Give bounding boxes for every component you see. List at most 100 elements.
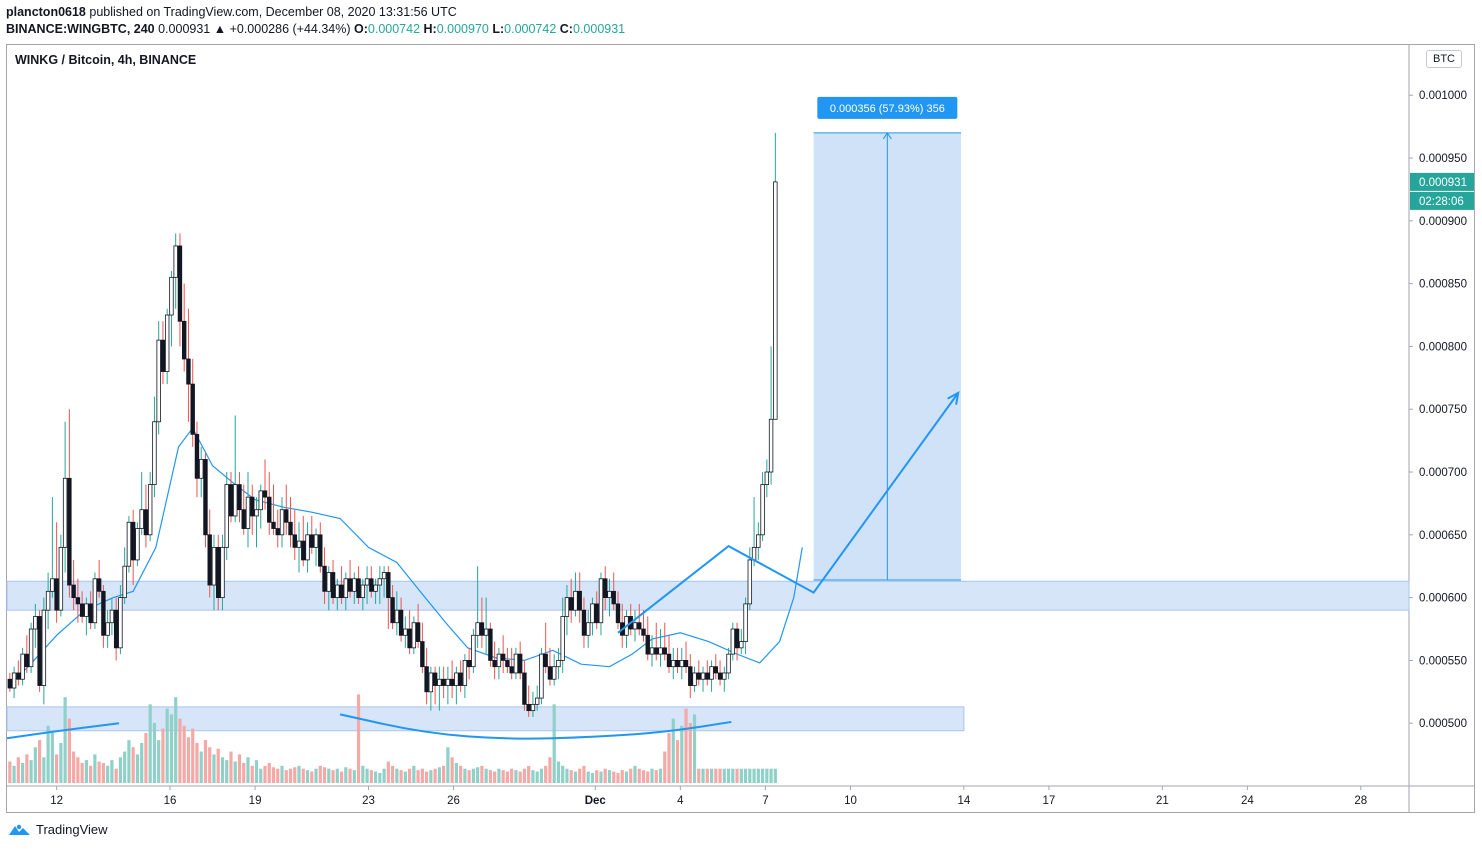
candle-body xyxy=(449,678,455,686)
candle-body xyxy=(186,358,191,385)
candle-body xyxy=(126,521,132,567)
volume-bar xyxy=(446,747,450,783)
candle-body xyxy=(207,534,212,586)
volume-bar xyxy=(301,768,305,783)
candle-body xyxy=(437,678,442,686)
candle-body xyxy=(233,484,238,517)
volume-bar xyxy=(169,714,174,783)
support-zone xyxy=(6,580,1410,611)
volume-bar xyxy=(578,768,582,783)
time-tick-label: 7 xyxy=(762,795,768,807)
volume-bar xyxy=(186,737,191,783)
volume-bar xyxy=(63,697,67,783)
volume-bar xyxy=(250,765,254,783)
low-value: 0.000742 xyxy=(504,22,557,36)
candle-body xyxy=(88,603,93,624)
currency-button[interactable]: BTC xyxy=(1426,50,1462,68)
volume-bar xyxy=(493,771,497,783)
volume-bar xyxy=(760,768,765,783)
candle-body xyxy=(675,660,680,668)
candle-body xyxy=(118,597,123,649)
candle-body xyxy=(556,660,561,668)
volume-bar xyxy=(131,747,135,783)
candle-body xyxy=(28,628,34,668)
candle-body xyxy=(37,616,42,686)
candle-body xyxy=(54,578,59,611)
candle-body xyxy=(751,546,757,561)
time-tick-label: 24 xyxy=(1241,795,1254,807)
volume-bar xyxy=(480,765,484,783)
candle-body xyxy=(335,584,340,599)
volume-bar xyxy=(348,768,352,783)
volume-bar xyxy=(182,725,186,783)
volume-bar xyxy=(688,722,692,783)
price-tick-label: 0.000700 xyxy=(1419,467,1467,479)
candle-body xyxy=(216,546,221,599)
volume-bar xyxy=(361,765,365,783)
chart-frame xyxy=(6,44,1475,813)
candle-body xyxy=(662,647,667,655)
volume-bar xyxy=(110,760,114,783)
volume-bar xyxy=(522,768,527,783)
volume-bar xyxy=(403,771,407,783)
volume-bar xyxy=(327,768,331,783)
candle-body xyxy=(586,622,591,636)
candle-body xyxy=(292,534,297,548)
moving-average-line xyxy=(8,426,803,686)
candle-body xyxy=(305,534,310,561)
candle-body xyxy=(45,590,51,611)
volume-bar xyxy=(425,771,429,783)
candle-body xyxy=(228,484,234,517)
rounding-bottom-arc xyxy=(339,713,732,740)
volume-bar xyxy=(314,768,318,783)
volume-bar xyxy=(603,768,607,783)
candle-body xyxy=(471,634,476,668)
candle-body xyxy=(50,578,55,592)
volume-bar xyxy=(212,754,216,783)
candle-body xyxy=(717,672,723,680)
candle-body xyxy=(768,418,774,473)
candle-body xyxy=(96,578,102,592)
candle-body xyxy=(92,578,98,624)
volume-bar xyxy=(93,754,97,783)
volume-bar xyxy=(616,772,620,783)
time-tick-label: 21 xyxy=(1156,795,1169,807)
candle-body xyxy=(313,534,319,548)
published-text: published on TradingView.com, December 0… xyxy=(89,5,457,19)
candle-body xyxy=(284,509,289,523)
candle-body xyxy=(726,653,731,674)
candle-body xyxy=(360,584,366,599)
candle-body xyxy=(543,653,548,668)
volume-bar xyxy=(569,770,573,783)
tradingview-footer[interactable]: TradingView xyxy=(8,822,108,837)
candle-body xyxy=(356,578,361,599)
candle-body xyxy=(177,245,183,322)
candle-body xyxy=(271,521,276,529)
volume-bar xyxy=(46,725,50,783)
volume-bar xyxy=(595,770,599,783)
volume-bar xyxy=(12,765,16,783)
volume-bar xyxy=(276,768,280,783)
candle-body xyxy=(143,509,149,536)
volume-bar xyxy=(476,767,480,783)
candle-body xyxy=(403,628,408,636)
countdown-tag xyxy=(1410,191,1474,210)
volume-bar xyxy=(484,768,488,783)
volume-bar xyxy=(467,770,471,783)
candle-body xyxy=(288,521,293,536)
candle-body xyxy=(441,678,446,686)
time-tick-label: 10 xyxy=(844,795,857,807)
volume-bar xyxy=(590,772,595,783)
candle-body xyxy=(279,509,285,536)
candle-body xyxy=(432,672,438,686)
candle-body xyxy=(611,590,616,605)
candle-body xyxy=(347,578,353,592)
volume-bar xyxy=(293,767,297,783)
volume-bar xyxy=(233,761,237,783)
candle-body xyxy=(560,616,565,661)
volume-bar xyxy=(433,768,437,783)
volume-bar xyxy=(548,757,552,783)
author-name[interactable]: plancton0618 xyxy=(6,5,86,19)
high-value: 0.000970 xyxy=(436,22,489,36)
